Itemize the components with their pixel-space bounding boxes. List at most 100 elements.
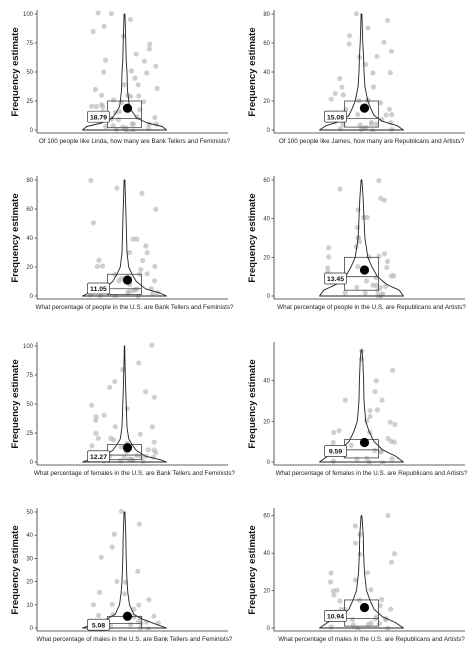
data-point xyxy=(367,413,373,420)
data-point xyxy=(90,220,97,226)
data-point xyxy=(330,588,336,594)
data-point xyxy=(139,190,145,196)
data-point xyxy=(118,275,125,281)
data-point xyxy=(128,68,134,74)
y-tick-label: 75 xyxy=(26,41,33,47)
data-point xyxy=(376,178,382,184)
data-point xyxy=(328,96,334,102)
data-point xyxy=(355,111,361,118)
mean-marker xyxy=(122,611,133,621)
data-point xyxy=(134,453,140,459)
data-point xyxy=(141,99,147,105)
data-point xyxy=(325,265,331,271)
y-tick-label: 100 xyxy=(23,12,34,18)
data-point xyxy=(379,116,385,123)
y-tick-label: 20 xyxy=(263,419,270,425)
data-point xyxy=(151,447,157,453)
data-point xyxy=(392,422,398,428)
y-tick-label: 20 xyxy=(263,99,270,105)
chart-svg-1: 0 25 50 75 100 Frequency estimate 18.79 Of 100 … xyxy=(10,10,231,145)
data-point xyxy=(367,408,373,414)
chart-svg-7: 0 10 20 30 40 50 Frequency estimate 5.08 What pe… xyxy=(10,508,233,643)
data-point xyxy=(337,598,343,604)
y-tick-label: 0 xyxy=(267,294,271,300)
data-point xyxy=(153,206,159,212)
data-point xyxy=(118,444,124,450)
data-point xyxy=(114,185,120,191)
data-point xyxy=(122,591,128,597)
data-point xyxy=(342,290,348,296)
mean-label-box xyxy=(324,610,347,622)
y-tick-label: 100 xyxy=(23,344,34,350)
data-point xyxy=(369,128,376,134)
x-axis-label: What percentage of females in the U.S. a… xyxy=(276,470,468,477)
y-tick-label: 50 xyxy=(26,70,33,76)
data-point xyxy=(381,197,387,203)
data-point xyxy=(101,69,107,75)
y-tick-label: 50 xyxy=(26,510,33,516)
y-tick-label: 20 xyxy=(26,580,33,586)
data-point xyxy=(108,11,114,17)
y-tick-label: 0 xyxy=(267,460,271,466)
y-tick-label: 80 xyxy=(26,178,33,184)
data-point xyxy=(134,236,140,242)
chart-panel-5: 0 25 50 75 100 Frequency estimate 12.27 What pe… xyxy=(0,332,237,498)
data-point xyxy=(144,271,150,277)
data-point xyxy=(143,243,149,249)
data-point xyxy=(328,570,334,576)
y-tick-label: 40 xyxy=(26,236,33,242)
mean-label-box xyxy=(87,282,110,295)
data-point xyxy=(353,540,359,546)
data-point xyxy=(140,257,146,264)
data-point xyxy=(112,424,118,430)
chart-panel-3: 0 20 40 60 80 Frequency estimate 11.05 What per… xyxy=(0,166,237,332)
data-point xyxy=(364,455,370,461)
y-axis-label: Frequency estimate xyxy=(10,359,21,448)
data-point xyxy=(95,10,101,16)
x-axis-label: Of 100 people like James, how many are R… xyxy=(279,138,465,145)
violin-outline xyxy=(82,345,167,463)
data-point xyxy=(151,394,157,400)
mean-label-box xyxy=(324,110,347,123)
data-point xyxy=(328,624,334,630)
mean-marker xyxy=(122,275,133,285)
y-tick-label: 40 xyxy=(263,551,270,557)
data-point xyxy=(133,51,139,57)
y-tick-label: 50 xyxy=(26,402,33,408)
data-point xyxy=(352,577,359,583)
data-point xyxy=(138,266,144,273)
data-point xyxy=(327,579,334,585)
data-point xyxy=(376,621,382,627)
data-point xyxy=(355,207,361,213)
data-point xyxy=(346,33,353,39)
mean-label: 10.94 xyxy=(327,614,344,621)
data-point xyxy=(362,290,368,296)
data-point xyxy=(136,93,142,99)
data-point xyxy=(145,626,151,632)
data-point xyxy=(132,287,138,293)
data-point xyxy=(370,84,377,90)
data-point xyxy=(337,126,344,132)
data-point xyxy=(389,456,395,462)
data-point xyxy=(120,124,126,130)
data-point xyxy=(128,622,134,628)
data-point xyxy=(379,596,385,603)
data-point xyxy=(346,41,352,47)
data-point xyxy=(381,39,387,45)
data-point xyxy=(149,342,155,348)
data-point xyxy=(331,592,337,598)
data-point xyxy=(130,236,136,242)
data-point xyxy=(107,384,113,390)
data-point xyxy=(380,291,386,297)
mean-label-box xyxy=(87,110,110,123)
data-point xyxy=(349,616,356,623)
data-point xyxy=(126,250,133,256)
data-point xyxy=(340,121,346,128)
data-point xyxy=(99,263,106,269)
data-point xyxy=(96,257,102,263)
y-tick-label: 0 xyxy=(267,626,271,632)
data-point xyxy=(146,597,152,603)
data-point xyxy=(326,245,332,251)
data-point xyxy=(330,458,336,464)
data-point xyxy=(114,578,120,584)
